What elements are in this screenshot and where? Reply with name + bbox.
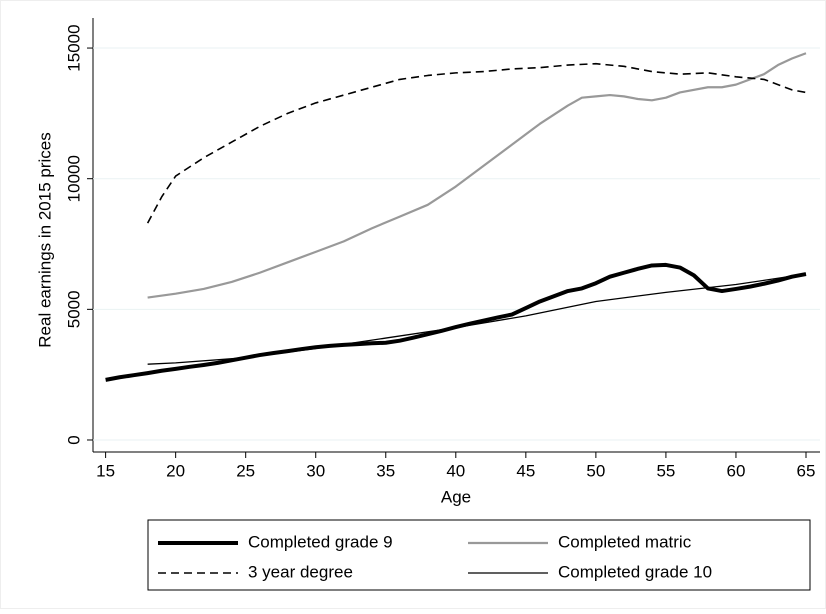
y-tick-label: 5000 [64, 290, 83, 328]
y-tick-label: 10000 [64, 155, 83, 202]
legend-label: Completed matric [558, 532, 692, 551]
x-tick-label: 15 [96, 461, 115, 480]
legend-label: 3 year degree [248, 562, 353, 581]
legend-box [147, 519, 811, 591]
x-axis-label: Age [441, 487, 471, 506]
y-axis-label: Real earnings in 2015 prices [35, 132, 54, 347]
x-tick-label: 65 [797, 461, 816, 480]
y-tick-label: 0 [64, 435, 83, 444]
line [147, 273, 807, 365]
x-tick-label: 45 [516, 461, 535, 480]
y-tick-label: 15000 [64, 24, 83, 71]
x-tick-label: 60 [726, 461, 745, 480]
x-tick-label: 50 [586, 461, 605, 480]
x-tick-label: 25 [236, 461, 255, 480]
x-tick-label: 30 [306, 461, 325, 480]
x-tick-label: 55 [656, 461, 675, 480]
legend-label: Completed grade 9 [248, 532, 393, 551]
x-tick-label: 40 [446, 461, 465, 480]
legend-label: Completed grade 10 [558, 562, 712, 581]
x-tick-label: 20 [166, 461, 185, 480]
line [147, 52, 807, 299]
line [146, 62, 807, 224]
x-tick-label: 35 [376, 461, 395, 480]
